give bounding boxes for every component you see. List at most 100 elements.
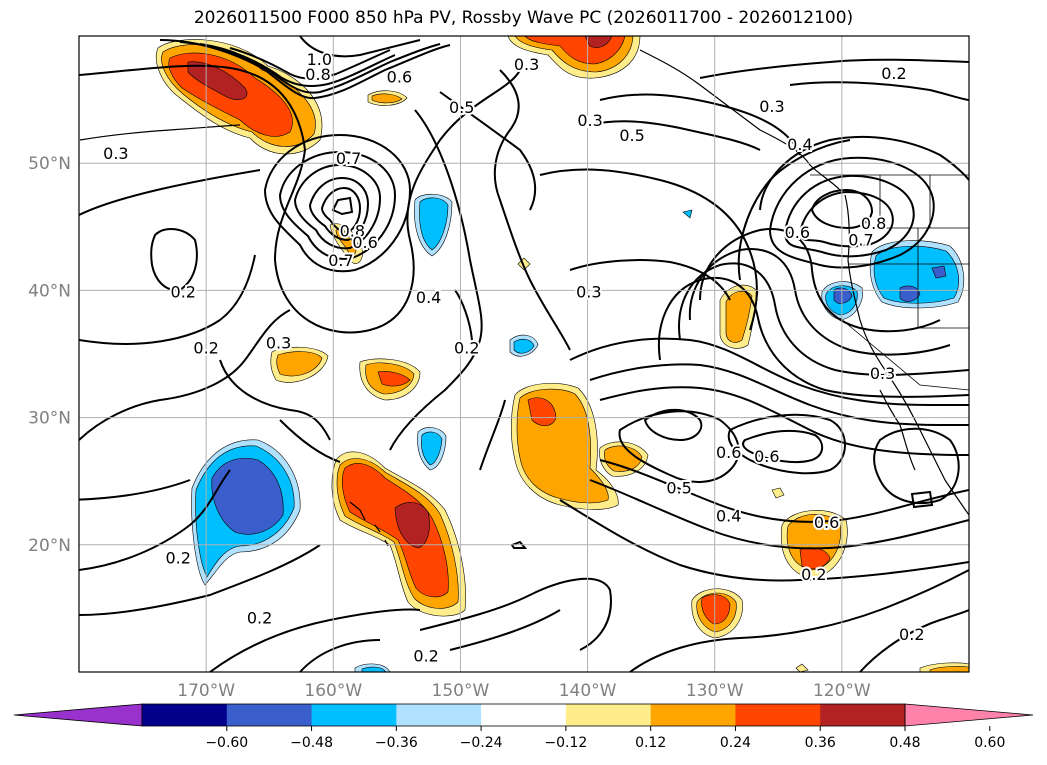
contour-value-label: 0.3 [576, 283, 601, 302]
contour-value-label: 0.6 [352, 233, 377, 252]
colorbar-segment [311, 704, 397, 726]
longitude-labels: 170°W 160°W 150°W 140°W 130°W 120°W [177, 681, 871, 701]
pv-contour-line [389, 109, 483, 451]
shade-negative-area [873, 245, 959, 304]
colorbar-segment [481, 704, 567, 726]
contour-value-label: 0.7 [336, 149, 361, 168]
contour-value-label: 0.4 [716, 507, 741, 526]
shade-positive-area [371, 93, 403, 104]
contour-value-label: 0.3 [103, 144, 128, 163]
pv-contour-line [873, 427, 960, 505]
contour-value-label: 0.2 [801, 565, 826, 584]
pv-contour-line [179, 41, 441, 94]
longitude-label: 140°W [559, 681, 617, 701]
pv-contour-line [599, 93, 801, 156]
contour-value-label: 0.2 [171, 283, 196, 302]
contour-value-label: 0.4 [416, 288, 441, 307]
shade-positive-area [394, 502, 430, 549]
shade-positive-area [795, 663, 809, 672]
contour-labels: 1.00.8 0.60.50.30.30.30.20.5 0.40.3 0.70.80… [101, 48, 926, 668]
colorbar-segment [820, 704, 906, 726]
pv-contour-line [278, 150, 397, 260]
colorbar-tick-label: 0.60 [974, 735, 1005, 751]
pv-contour-line [789, 81, 969, 101]
pv-contour-line [810, 188, 874, 230]
colorbar-tick-label: 0.12 [635, 735, 666, 751]
contour-value-label: 0.7 [848, 231, 873, 250]
borders [810, 174, 969, 391]
pv-contour-line [79, 469, 231, 571]
latitude-label: 30°N [28, 409, 71, 429]
pv-contour-line [293, 163, 382, 250]
colorbar-tick-label: 0.36 [805, 735, 836, 751]
longitude-label: 160°W [304, 681, 362, 701]
shade-negative-area [682, 209, 693, 219]
shade-positive-area [771, 487, 785, 499]
border-line [879, 175, 969, 229]
colorbar-outline [141, 703, 906, 727]
pv-contour-line [299, 639, 381, 672]
contour-value-label: 0.3 [577, 111, 602, 130]
pv-contour-line [279, 419, 341, 463]
contour-value-label: 0.2 [165, 549, 190, 568]
pv-contour-line [859, 609, 969, 672]
pv-contour-line [737, 139, 851, 281]
pv-contour-line [331, 196, 354, 216]
colorbar-segment [565, 704, 652, 726]
colorbar-segment [735, 704, 821, 726]
pv-contours [79, 36, 969, 672]
pv-contour-line [539, 168, 758, 331]
shade-negative-area [361, 666, 387, 672]
pv-contour-line [678, 262, 969, 376]
contour-value-label: 0.2 [454, 339, 479, 358]
colorbar-tick-label: −0.60 [205, 735, 248, 751]
contour-value-label: 1.0 [307, 50, 332, 69]
longitude-label: 120°W [813, 681, 871, 701]
pv-contour-line [79, 169, 261, 216]
colorbar-segment [226, 704, 313, 726]
plot-title: 2026011500 F000 850 hPa PV, Rossby Wave … [193, 8, 854, 28]
contour-value-label: 0.8 [340, 222, 365, 241]
shade-positive-area [377, 371, 411, 387]
latitude-labels: 50°N 40°N 30°N 20°N [28, 154, 71, 556]
contour-value-label: 0.3 [759, 97, 784, 116]
border-line [839, 317, 969, 391]
contour-value-label: 0.3 [514, 55, 539, 74]
contour-value-label: 0.6 [785, 223, 810, 242]
pv-contour-line [263, 133, 412, 273]
pv-contour-line [199, 43, 396, 87]
colorbar-tick-label: −0.36 [375, 735, 418, 751]
longitude-label: 170°W [177, 681, 235, 701]
pv-contour-line [79, 544, 321, 616]
contour-value-label: 0.2 [881, 64, 906, 83]
pv-contour-line [589, 363, 969, 426]
shade-positive-area [725, 290, 753, 343]
shade-positive-area [341, 463, 449, 598]
colorbar-tick-label: −0.24 [460, 735, 503, 751]
shade-positive-area [701, 594, 731, 625]
pv-contour-line [209, 608, 421, 672]
pv-contour-line [589, 120, 761, 151]
contour-value-label: 0.3 [266, 334, 291, 353]
pv-contour-line [79, 254, 256, 345]
pv-contour-line [493, 69, 571, 351]
shade-negative-area [211, 457, 284, 535]
map-frame [78, 35, 970, 673]
pv-contour-line [569, 259, 731, 301]
pv-contour-line [727, 413, 846, 475]
shade-negative-area [899, 285, 921, 302]
contour-value-label: 0.3 [870, 364, 895, 383]
coastline [844, 194, 969, 516]
gridlines [79, 36, 969, 672]
contour-value-label: 0.6 [814, 513, 839, 532]
contour-value-label: 0.6 [387, 68, 412, 87]
shade-positive-area [929, 666, 969, 672]
pv-contour-line [79, 479, 191, 501]
pv-contour-line [79, 64, 521, 334]
contour-value-label: 0.6 [754, 447, 779, 466]
longitude-label: 130°W [686, 681, 744, 701]
pv-contour-line [569, 337, 969, 406]
coastline [879, 389, 916, 471]
coastline [79, 124, 241, 141]
